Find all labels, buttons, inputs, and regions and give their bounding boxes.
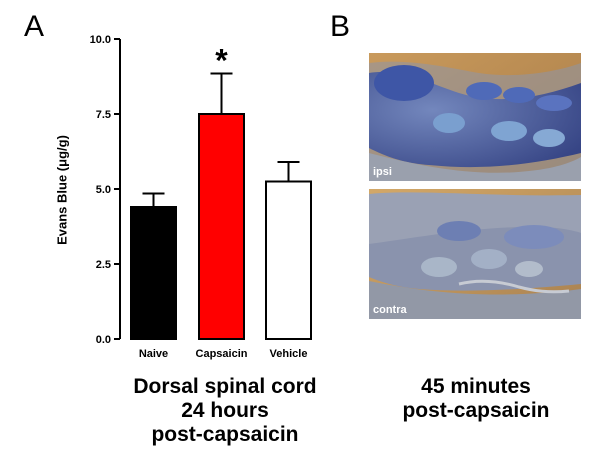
y-tick-label: 2.5 <box>96 259 111 271</box>
bar-naive <box>130 206 177 340</box>
caption-right: 45 minutes post-capsaicin <box>370 375 582 423</box>
x-tick-label: Naive <box>139 348 168 360</box>
bar-chart: 0.0 2.5 5.0 7.5 10.0 Naive Capsaicin Vehicle * <box>90 34 312 360</box>
ipsi-paw-image <box>369 53 581 181</box>
panel-b-letter: B <box>330 10 351 43</box>
x-tick-label: Vehicle <box>270 348 308 360</box>
photo-ipsi-paw: ipsi <box>369 53 581 181</box>
caption-left: Dorsal spinal cord 24 hours post-capsaic… <box>60 375 390 447</box>
caption-left-line-1: Dorsal spinal cord <box>133 375 317 398</box>
y-tick-label: 5.0 <box>96 184 111 196</box>
y-tick-label: 0.0 <box>96 334 111 346</box>
photo-ipsi-label: ipsi <box>373 166 392 178</box>
caption-right-line-2: post-capsaicin <box>402 399 550 422</box>
x-tick-label: Capsaicin <box>196 348 248 360</box>
photo-contra-label: contra <box>373 304 407 316</box>
caption-right-line-1: 45 minutes <box>421 375 531 398</box>
bar-capsaicin <box>198 113 245 340</box>
y-axis-label: Evans Blue (μg/g) <box>54 135 70 245</box>
caption-left-line-2: 24 hours <box>181 399 269 422</box>
significance-marker: * <box>215 43 228 79</box>
panel-a-letter: A <box>24 10 45 43</box>
caption-left-line-3: post-capsaicin <box>151 423 299 446</box>
y-tick-label: 7.5 <box>96 109 111 121</box>
photo-contra-paw: contra <box>369 189 581 319</box>
contra-paw-image <box>369 189 581 319</box>
bar-vehicle <box>265 180 312 340</box>
y-tick-label: 10.0 <box>90 34 111 46</box>
